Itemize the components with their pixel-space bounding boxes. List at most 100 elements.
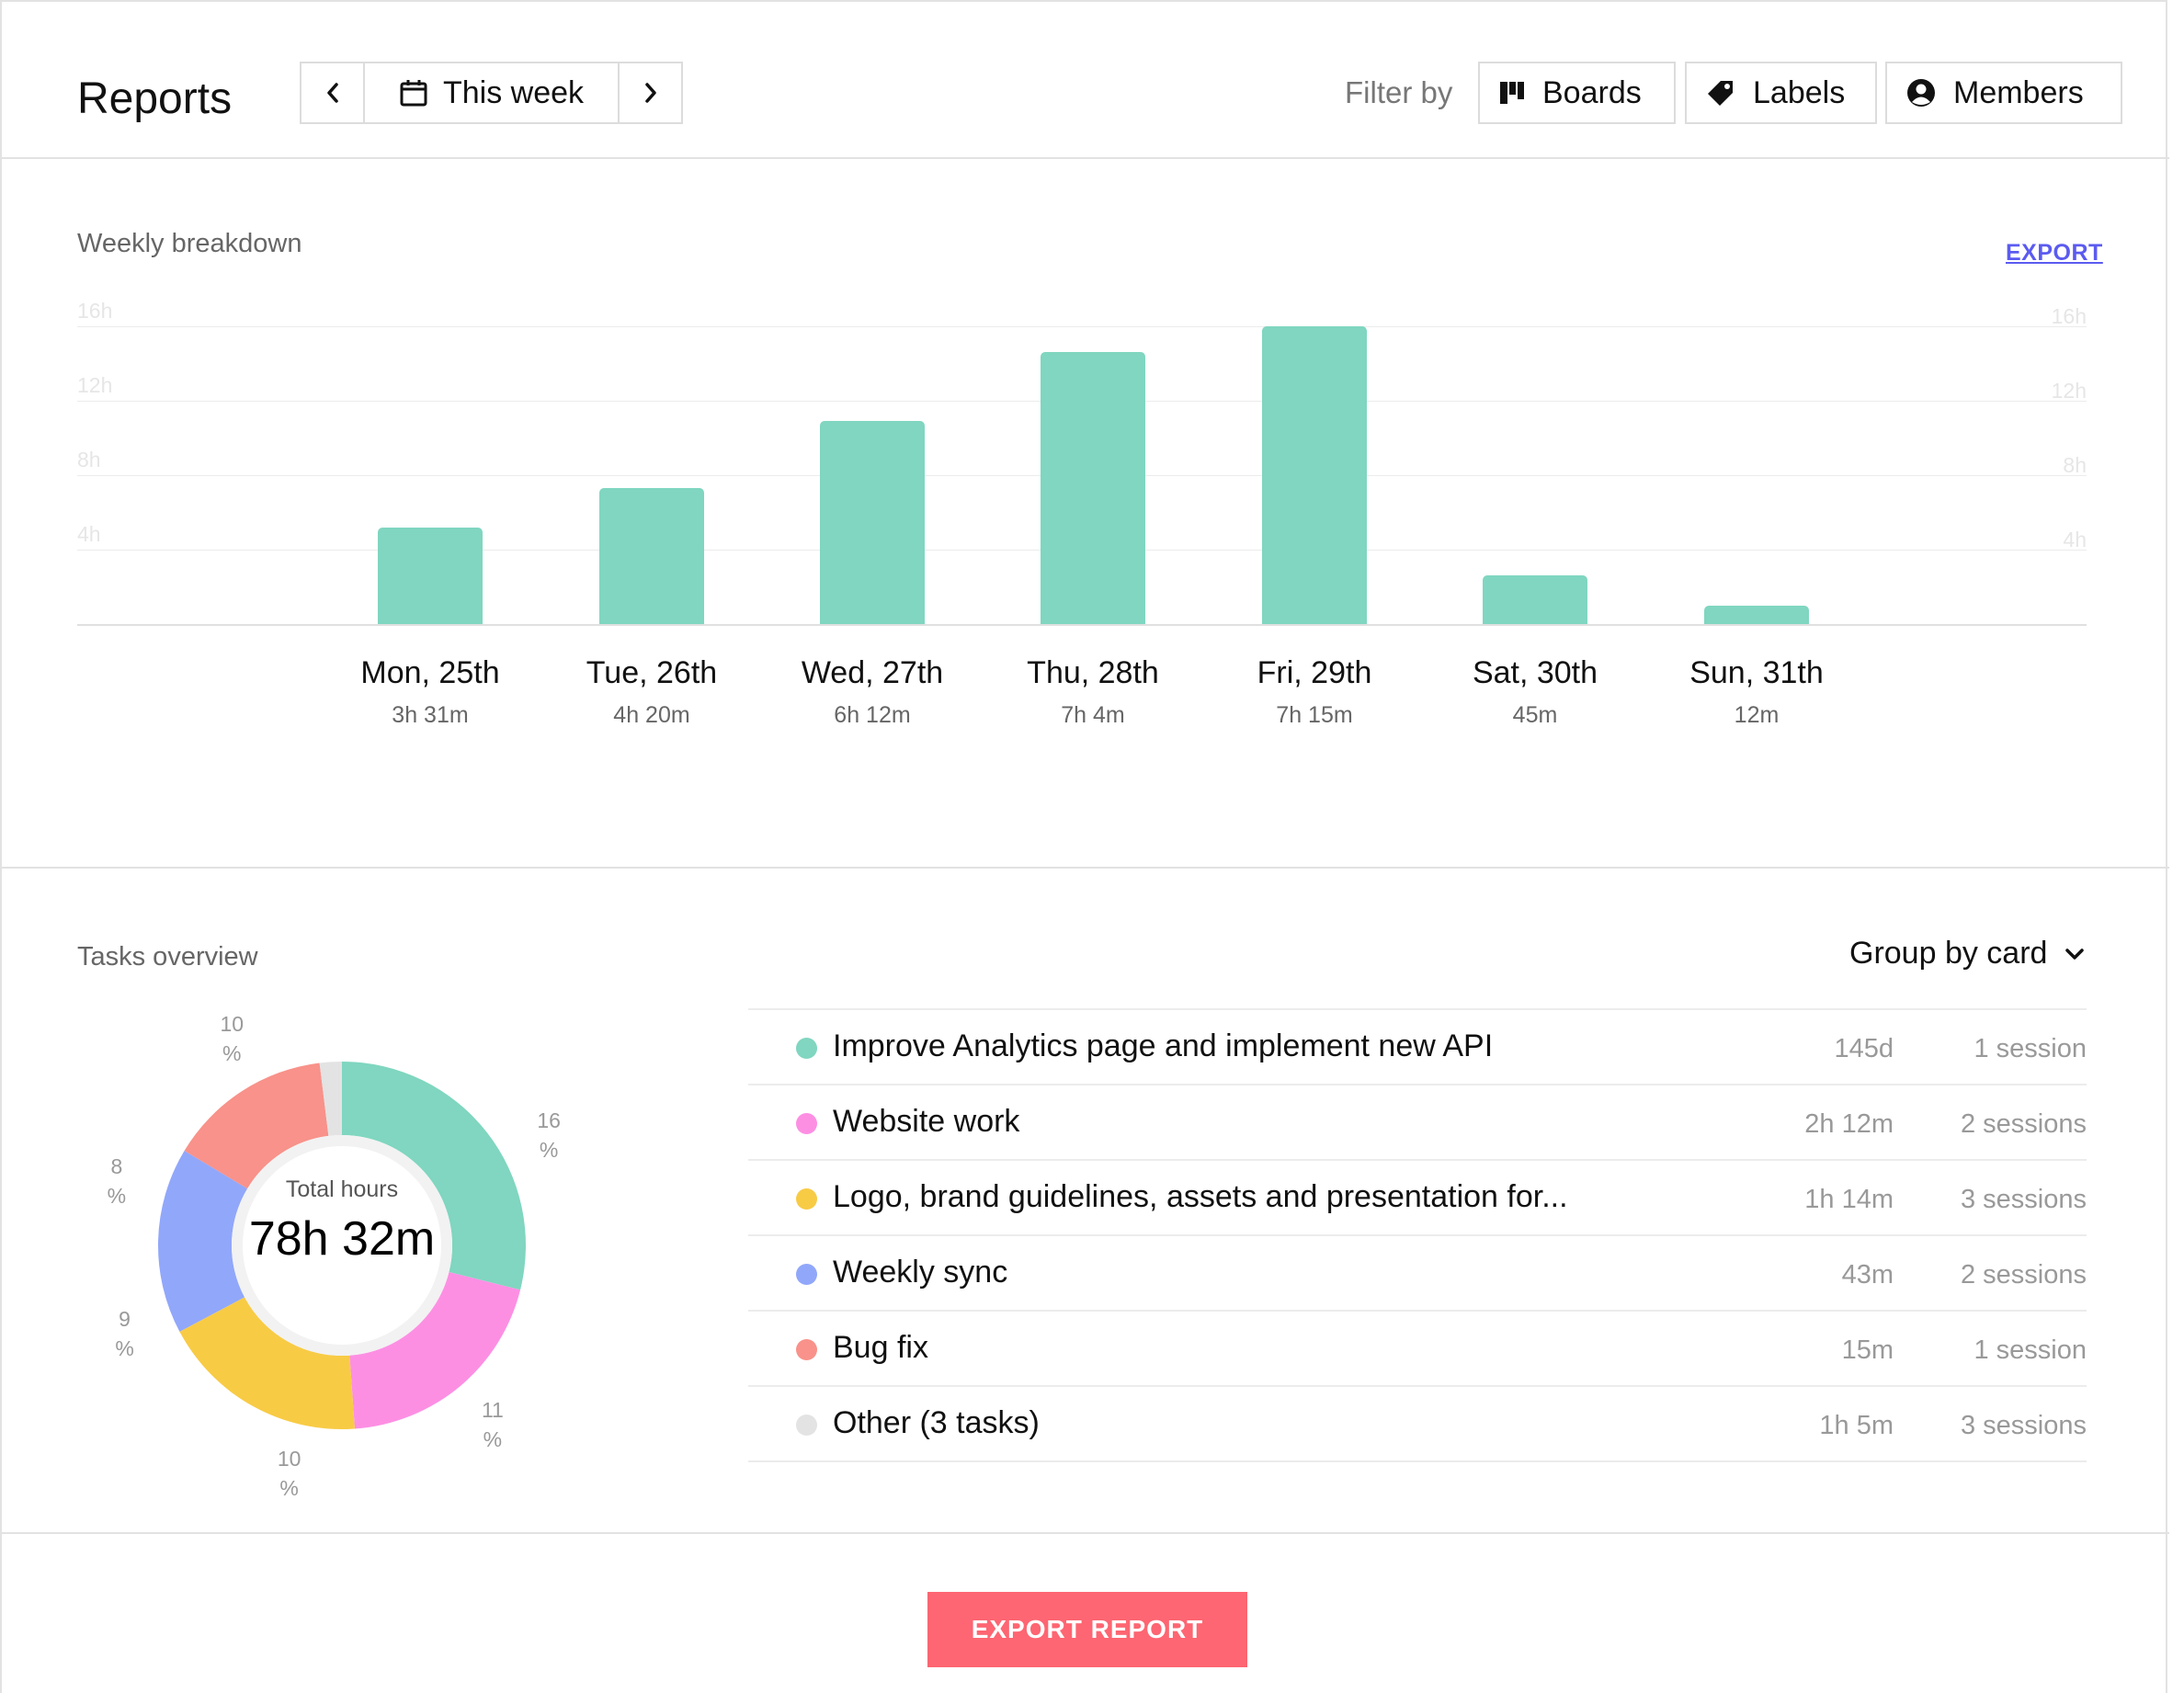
total-hours-label: Total hours bbox=[285, 1176, 399, 1202]
y-tick-label-right: 12h bbox=[2051, 379, 2087, 403]
y-tick-label-right: 16h bbox=[2051, 304, 2087, 328]
chevron-down-icon bbox=[2065, 948, 2085, 960]
boards-icon bbox=[1500, 82, 1524, 104]
day-label: Sun, 31th bbox=[1689, 655, 1824, 690]
chevron-left-icon bbox=[326, 83, 338, 103]
task-color-dot bbox=[796, 1113, 817, 1134]
task-color-dot bbox=[796, 1264, 817, 1285]
donut-slice[interactable] bbox=[184, 1062, 329, 1189]
donut-svg bbox=[158, 1062, 526, 1429]
donut-percent-label: 10 % bbox=[277, 1447, 301, 1501]
task-duration: 1h 5m bbox=[1819, 1411, 1894, 1440]
calendar-icon bbox=[400, 80, 427, 107]
filter-boards-button[interactable]: Boards bbox=[1478, 62, 1676, 124]
filter-labels-button[interactable]: Labels bbox=[1685, 62, 1877, 124]
donut-slice[interactable] bbox=[349, 1272, 521, 1429]
task-color-dot bbox=[796, 1415, 817, 1436]
export-report-button[interactable]: EXPORT REPORT bbox=[927, 1592, 1247, 1667]
donut-percent-label: 9 % bbox=[115, 1306, 134, 1360]
donut-slice[interactable] bbox=[342, 1062, 526, 1290]
task-duration: 145d bbox=[1834, 1034, 1894, 1063]
task-row[interactable]: Bug fix 15m 1 session bbox=[748, 1312, 2087, 1387]
day-label: Thu, 28th bbox=[1027, 655, 1159, 690]
weekly-breakdown-section: Weekly breakdown EXPORT 16h 16h 12h 12h 8h 8h… bbox=[2, 159, 2169, 869]
group-by-dropdown[interactable]: Group by card bbox=[1849, 936, 2086, 971]
task-name: Weekly sync bbox=[833, 1255, 1008, 1290]
chart-bar[interactable] bbox=[599, 488, 704, 624]
gridline bbox=[77, 326, 2087, 327]
group-by-label: Group by card bbox=[1849, 936, 2048, 971]
donut-percent-label: 10 % bbox=[220, 1011, 245, 1065]
day-label: Fri, 29th bbox=[1257, 655, 1372, 690]
tasks-donut-chart: 16 % 11 % 10 % 9 % 8 % 10 % Total hours 78h 3… bbox=[108, 1012, 561, 1501]
task-list: Improve Analytics page and implement new… bbox=[748, 1008, 2087, 1462]
chart-bar[interactable] bbox=[378, 527, 483, 624]
task-name: Logo, brand guidelines, assets and prese… bbox=[833, 1179, 1568, 1214]
task-sessions: 1 session bbox=[1974, 1034, 2087, 1063]
donut-percent-label: 16 % bbox=[537, 1108, 561, 1163]
weekly-breakdown-title: Weekly breakdown bbox=[77, 229, 302, 258]
date-range-picker: This week bbox=[300, 62, 683, 124]
total-hours-value: 78h 32m bbox=[248, 1212, 436, 1266]
task-row[interactable]: Weekly sync 43m 2 sessions bbox=[748, 1236, 2087, 1312]
task-color-dot bbox=[796, 1038, 817, 1059]
filter-by-label: Filter by bbox=[1345, 75, 1453, 109]
task-color-dot bbox=[796, 1339, 817, 1360]
filter-boards-label: Boards bbox=[1542, 74, 1642, 110]
date-range-button[interactable]: This week bbox=[363, 63, 620, 122]
filter-labels-label: Labels bbox=[1753, 74, 1846, 110]
task-sessions: 1 session bbox=[1974, 1335, 2087, 1365]
chart-bar[interactable] bbox=[1041, 352, 1145, 624]
filter-members-button[interactable]: Members bbox=[1885, 62, 2122, 124]
day-label: Sat, 30th bbox=[1472, 655, 1598, 690]
day-label: Wed, 27th bbox=[801, 655, 944, 690]
donut-slice[interactable] bbox=[158, 1150, 248, 1332]
task-name: Bug fix bbox=[833, 1330, 928, 1365]
task-name: Improve Analytics page and implement new… bbox=[833, 1028, 1494, 1063]
chart-bar[interactable] bbox=[820, 421, 925, 624]
next-week-button[interactable] bbox=[620, 63, 681, 122]
chart-baseline bbox=[77, 624, 2087, 626]
day-duration: 12m bbox=[1734, 702, 1780, 728]
task-row[interactable]: Improve Analytics page and implement new… bbox=[748, 1010, 2087, 1085]
task-duration: 1h 14m bbox=[1804, 1185, 1894, 1214]
day-duration: 45m bbox=[1512, 702, 1558, 728]
page-title: Reports bbox=[77, 74, 233, 123]
export-link[interactable]: EXPORT bbox=[2006, 240, 2103, 266]
tasks-overview-section: Tasks overview Group by card 16 % 11 % 10 … bbox=[2, 869, 2169, 1534]
y-tick-label-right: 8h bbox=[2063, 453, 2087, 477]
task-name: Other (3 tasks) bbox=[833, 1405, 1040, 1440]
chart-bar[interactable] bbox=[1262, 326, 1367, 624]
chevron-right-icon bbox=[644, 83, 656, 103]
day-label: Mon, 25th bbox=[360, 655, 500, 690]
task-row[interactable]: Website work 2h 12m 2 sessions bbox=[748, 1085, 2087, 1161]
task-row[interactable]: Other (3 tasks) 1h 5m 3 sessions bbox=[748, 1387, 2087, 1462]
day-duration: 3h 31m bbox=[392, 702, 469, 728]
date-range-label: This week bbox=[442, 74, 585, 110]
task-sessions: 2 sessions bbox=[1960, 1109, 2087, 1139]
task-duration: 43m bbox=[1841, 1260, 1894, 1290]
tag-icon bbox=[1708, 81, 1733, 106]
y-tick-label-left: 12h bbox=[77, 373, 113, 397]
tasks-overview-title: Tasks overview bbox=[77, 942, 258, 971]
task-sessions: 3 sessions bbox=[1960, 1411, 2087, 1440]
prev-week-button[interactable] bbox=[301, 63, 363, 122]
y-tick-label-left: 4h bbox=[77, 522, 101, 546]
donut-slice[interactable] bbox=[319, 1062, 342, 1136]
task-duration: 2h 12m bbox=[1804, 1109, 1894, 1139]
task-sessions: 3 sessions bbox=[1960, 1185, 2087, 1214]
user-avatar-icon bbox=[1907, 79, 1935, 107]
donut-slice[interactable] bbox=[179, 1297, 355, 1429]
task-row[interactable]: Logo, brand guidelines, assets and prese… bbox=[748, 1161, 2087, 1236]
task-sessions: 2 sessions bbox=[1960, 1260, 2087, 1290]
chart-bar[interactable] bbox=[1483, 575, 1587, 624]
chart-bar[interactable] bbox=[1704, 605, 1809, 624]
filter-members-label: Members bbox=[1953, 74, 2084, 110]
y-tick-label-left: 16h bbox=[77, 299, 113, 323]
reports-header: Reports This week Filter by Boards Label… bbox=[2, 2, 2169, 159]
donut-percent-label: 11 % bbox=[481, 1398, 504, 1452]
day-duration: 7h 15m bbox=[1276, 702, 1353, 728]
y-tick-label-left: 8h bbox=[77, 448, 101, 472]
task-color-dot bbox=[796, 1188, 817, 1210]
